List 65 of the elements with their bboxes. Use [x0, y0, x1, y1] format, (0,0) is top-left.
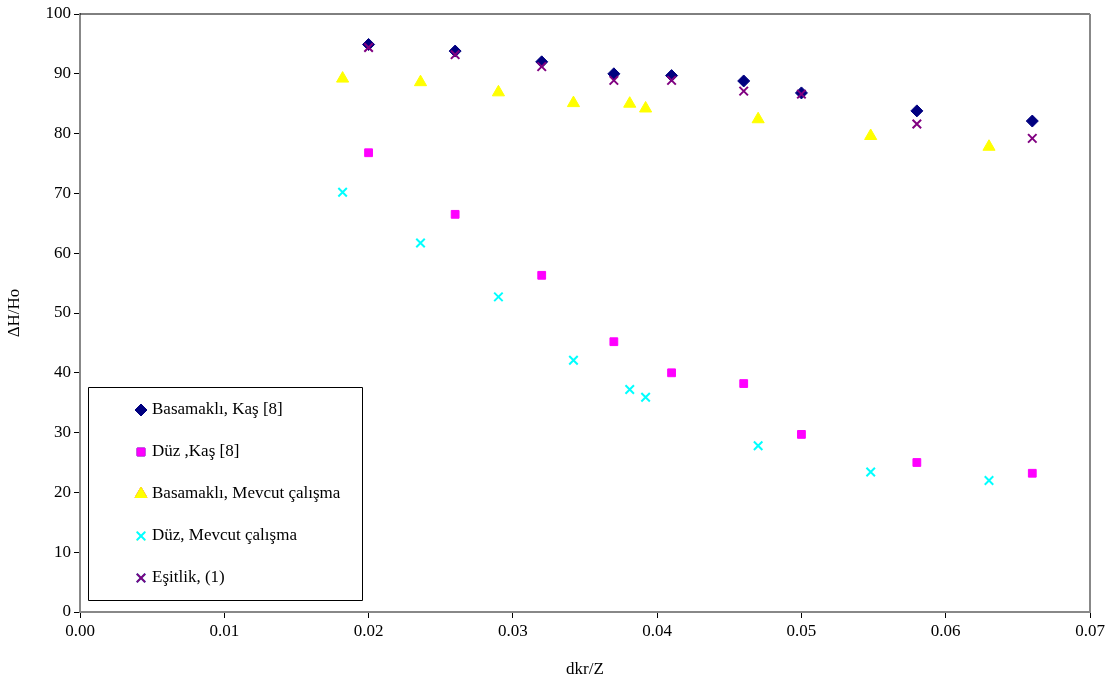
legend-label: Basamaklı, Kaş [8] — [152, 399, 283, 419]
point — [363, 42, 374, 53]
legend-label: Düz ,Kaş [8] — [152, 441, 240, 461]
point — [568, 355, 579, 366]
point — [910, 104, 924, 118]
legend-label: Basamaklı, Mevcut çalışma — [152, 483, 341, 503]
point — [607, 67, 621, 81]
point — [623, 96, 637, 108]
x-tick-label: 0.02 — [353, 620, 384, 640]
point — [337, 186, 348, 198]
point — [364, 148, 373, 158]
y-tick-label: 60 — [54, 242, 71, 262]
y-tick-label: 90 — [54, 63, 71, 83]
point — [413, 74, 428, 87]
legend-label: Eşitlik, (1) — [152, 567, 225, 587]
point — [537, 270, 547, 280]
x-tick-label: 0.03 — [497, 620, 528, 640]
y-tick-label: 50 — [54, 302, 71, 322]
point — [982, 139, 996, 151]
point — [912, 458, 922, 467]
point — [983, 475, 995, 486]
x-tick-label: 0.05 — [786, 620, 817, 640]
y-tick-label: 30 — [54, 422, 71, 442]
x-tick-label: 0.07 — [1075, 620, 1106, 640]
y-axis-title: ΔH/Ho — [3, 288, 23, 338]
point — [536, 61, 547, 72]
point — [864, 128, 878, 140]
x-tick-label: 0.01 — [209, 620, 240, 640]
x-tick-label: 0.00 — [65, 620, 95, 640]
point — [667, 368, 676, 378]
y-tick-label: 20 — [54, 481, 71, 501]
y-tick-label: 100 — [45, 3, 71, 23]
point — [797, 430, 806, 439]
point — [566, 95, 581, 108]
point — [640, 392, 651, 403]
x-tick-label: 0.06 — [930, 620, 961, 640]
point — [737, 74, 751, 88]
point — [609, 337, 619, 347]
point — [608, 75, 620, 86]
y-tick-label: 70 — [54, 182, 71, 202]
point — [1027, 133, 1038, 144]
point — [739, 379, 749, 388]
point — [752, 440, 764, 451]
point — [449, 49, 461, 60]
point — [491, 84, 505, 97]
point — [624, 384, 635, 395]
y-tick-label: 40 — [54, 362, 71, 382]
point — [865, 466, 876, 478]
point — [415, 237, 426, 249]
x-axis-title: dkr/Z — [566, 659, 604, 679]
y-tick-label: 0 — [62, 601, 71, 621]
point — [751, 111, 765, 124]
legend-label: Düz, Mevcut çalışma — [152, 525, 298, 545]
point — [1025, 114, 1039, 128]
point — [738, 85, 749, 97]
point — [493, 291, 504, 303]
y-tick-label: 10 — [54, 541, 71, 561]
point — [911, 118, 923, 130]
point — [666, 75, 677, 86]
x-tick-label: 0.04 — [642, 620, 673, 640]
point — [639, 100, 653, 113]
point — [336, 71, 350, 83]
y-tick-label: 80 — [54, 123, 71, 143]
point — [450, 209, 460, 219]
point — [1027, 468, 1037, 478]
